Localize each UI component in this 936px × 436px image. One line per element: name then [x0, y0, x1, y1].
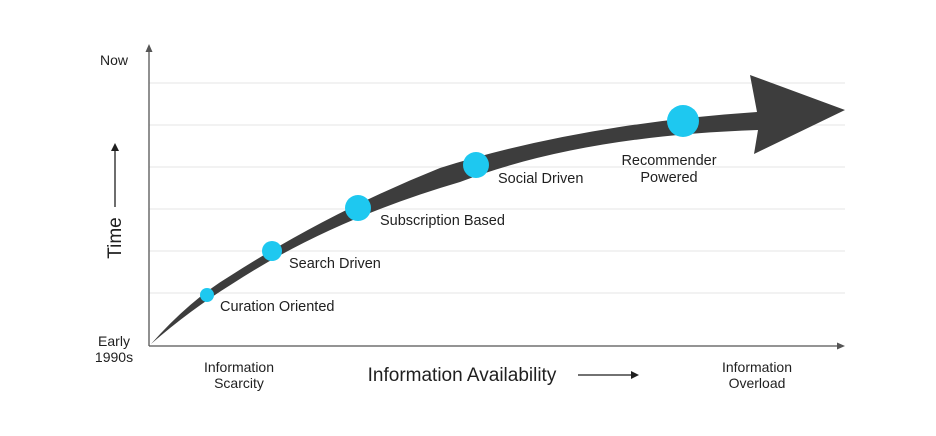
marker-search-driven — [262, 241, 282, 261]
marker-subscription-based — [345, 195, 371, 221]
x-axis-right-label-line1: Information — [722, 359, 792, 375]
x-axis-title: Information Availability — [368, 365, 557, 386]
x-axis-title-arrow — [578, 371, 639, 379]
stage-label-social-driven: Social Driven — [498, 171, 583, 187]
y-axis-title-arrow — [111, 143, 119, 207]
stage-markers — [200, 105, 699, 302]
axes — [145, 44, 845, 350]
stage-label-subscription-based: Subscription Based — [380, 213, 505, 229]
stage-label-recommender-line1: Recommender — [621, 153, 716, 169]
x-axis-left-label-line1: Information — [204, 359, 274, 375]
y-axis-bottom-label-line2: 1990s — [95, 349, 133, 365]
marker-curation-oriented — [200, 288, 214, 302]
x-axis-left-label-line2: Scarcity — [214, 375, 264, 391]
y-axis-arrowhead — [145, 44, 153, 52]
growth-arrow-body — [151, 75, 845, 344]
stage-label-recommender-line2: Powered — [640, 170, 697, 186]
y-axis-title: Time — [105, 217, 126, 259]
x-axis-arrowhead — [837, 342, 845, 350]
stage-label-curation-oriented: Curation Oriented — [220, 299, 334, 315]
growth-arrow — [151, 75, 845, 344]
x-axis-right-label-line2: Overload — [729, 375, 786, 391]
marker-social-driven — [463, 152, 489, 178]
y-axis-top-label: Now — [100, 52, 129, 68]
y-axis-bottom-label-line1: Early — [98, 333, 130, 349]
marker-recommender-powered — [667, 105, 699, 137]
stage-label-search-driven: Search Driven — [289, 256, 381, 272]
